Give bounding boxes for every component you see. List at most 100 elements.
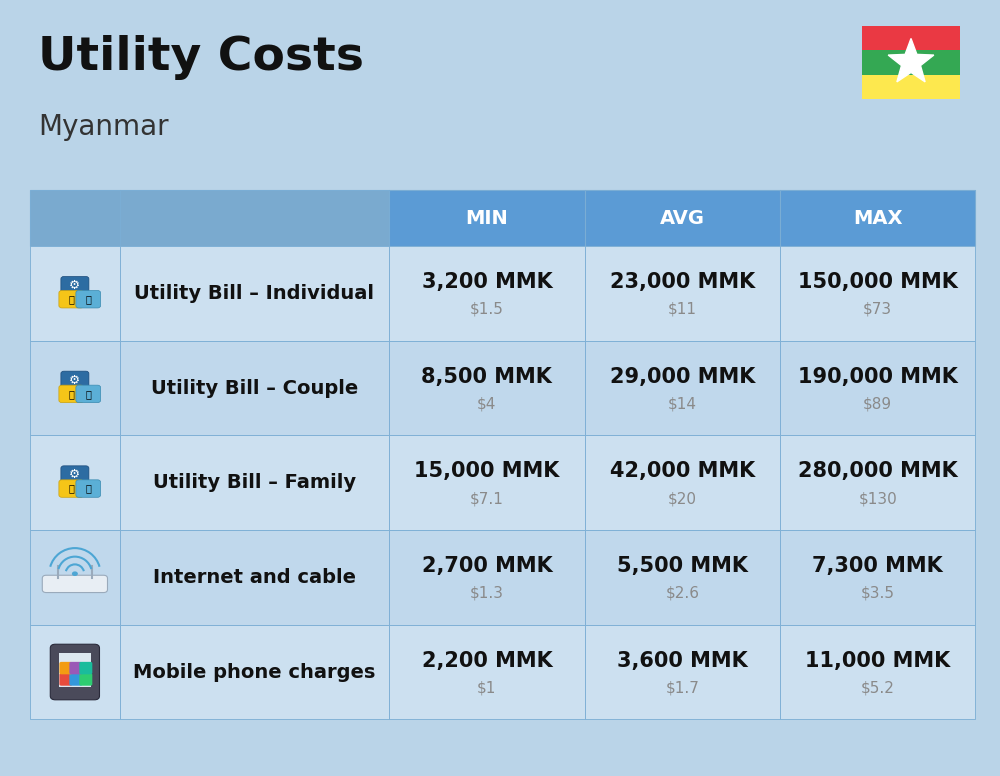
Text: 15,000 MMK: 15,000 MMK <box>414 461 560 481</box>
Text: $2.6: $2.6 <box>666 586 700 601</box>
FancyBboxPatch shape <box>585 341 780 435</box>
FancyBboxPatch shape <box>120 625 389 719</box>
Text: Mobile phone charges: Mobile phone charges <box>133 663 376 681</box>
FancyBboxPatch shape <box>780 190 975 246</box>
FancyBboxPatch shape <box>585 625 780 719</box>
FancyBboxPatch shape <box>862 74 960 99</box>
FancyBboxPatch shape <box>389 190 585 246</box>
FancyBboxPatch shape <box>120 435 389 530</box>
Polygon shape <box>888 39 934 82</box>
Text: $5.2: $5.2 <box>861 681 895 695</box>
FancyBboxPatch shape <box>59 662 72 674</box>
Text: 🔗: 🔗 <box>85 294 91 304</box>
FancyBboxPatch shape <box>30 625 120 719</box>
FancyBboxPatch shape <box>61 276 89 294</box>
Text: MAX: MAX <box>853 209 902 227</box>
Text: $1: $1 <box>477 681 497 695</box>
FancyBboxPatch shape <box>780 246 975 341</box>
FancyBboxPatch shape <box>585 190 780 246</box>
FancyBboxPatch shape <box>61 466 89 483</box>
FancyBboxPatch shape <box>59 290 84 308</box>
Text: $1.7: $1.7 <box>666 681 699 695</box>
Text: ⚙: ⚙ <box>69 279 81 292</box>
FancyBboxPatch shape <box>585 246 780 341</box>
Text: MIN: MIN <box>466 209 508 227</box>
FancyBboxPatch shape <box>780 341 975 435</box>
FancyBboxPatch shape <box>389 341 585 435</box>
Text: $7.1: $7.1 <box>470 491 504 506</box>
Text: $20: $20 <box>668 491 697 506</box>
FancyBboxPatch shape <box>76 385 101 403</box>
FancyBboxPatch shape <box>120 341 389 435</box>
Text: Myanmar: Myanmar <box>38 113 169 140</box>
FancyBboxPatch shape <box>61 371 89 389</box>
FancyBboxPatch shape <box>30 246 120 341</box>
Text: 11,000 MMK: 11,000 MMK <box>805 650 950 670</box>
FancyBboxPatch shape <box>69 674 82 686</box>
FancyBboxPatch shape <box>59 385 84 403</box>
Text: 42,000 MMK: 42,000 MMK <box>610 461 755 481</box>
Text: 23,000 MMK: 23,000 MMK <box>610 272 755 292</box>
FancyBboxPatch shape <box>59 674 72 686</box>
Text: ⚙: ⚙ <box>69 468 81 481</box>
FancyBboxPatch shape <box>69 662 82 674</box>
Text: $3.5: $3.5 <box>861 586 895 601</box>
FancyBboxPatch shape <box>862 50 960 74</box>
FancyBboxPatch shape <box>120 190 389 246</box>
FancyBboxPatch shape <box>585 530 780 625</box>
Text: $73: $73 <box>863 302 892 317</box>
FancyBboxPatch shape <box>42 575 107 593</box>
FancyBboxPatch shape <box>76 480 101 497</box>
FancyBboxPatch shape <box>389 625 585 719</box>
Text: $4: $4 <box>477 397 497 411</box>
FancyBboxPatch shape <box>120 246 389 341</box>
Text: Utility Bill – Couple: Utility Bill – Couple <box>151 379 358 397</box>
Text: Utility Bill – Individual: Utility Bill – Individual <box>134 284 374 303</box>
Text: $1.3: $1.3 <box>470 586 504 601</box>
Text: 280,000 MMK: 280,000 MMK <box>798 461 958 481</box>
FancyBboxPatch shape <box>585 435 780 530</box>
Text: $11: $11 <box>668 302 697 317</box>
FancyBboxPatch shape <box>30 530 120 625</box>
FancyBboxPatch shape <box>79 662 92 674</box>
Text: 150,000 MMK: 150,000 MMK <box>798 272 958 292</box>
Text: Internet and cable: Internet and cable <box>153 568 356 587</box>
Text: 2,700 MMK: 2,700 MMK <box>422 556 552 576</box>
FancyBboxPatch shape <box>50 644 99 700</box>
Text: AVG: AVG <box>660 209 705 227</box>
Text: 7,300 MMK: 7,300 MMK <box>812 556 943 576</box>
Text: 29,000 MMK: 29,000 MMK <box>610 366 755 386</box>
FancyBboxPatch shape <box>780 435 975 530</box>
Text: 🔌: 🔌 <box>68 483 74 494</box>
FancyBboxPatch shape <box>120 530 389 625</box>
Text: 🔗: 🔗 <box>85 389 91 399</box>
FancyBboxPatch shape <box>30 190 120 246</box>
Text: 🔌: 🔌 <box>68 389 74 399</box>
FancyBboxPatch shape <box>30 435 120 530</box>
Text: 3,200 MMK: 3,200 MMK <box>422 272 552 292</box>
FancyBboxPatch shape <box>79 674 92 686</box>
Text: 2,200 MMK: 2,200 MMK <box>422 650 552 670</box>
Circle shape <box>72 571 78 576</box>
Text: $14: $14 <box>668 397 697 411</box>
Text: $130: $130 <box>858 491 897 506</box>
Text: 8,500 MMK: 8,500 MMK <box>421 366 552 386</box>
FancyBboxPatch shape <box>30 341 120 435</box>
FancyBboxPatch shape <box>389 246 585 341</box>
Text: 🔌: 🔌 <box>68 294 74 304</box>
FancyBboxPatch shape <box>780 625 975 719</box>
Text: $89: $89 <box>863 397 892 411</box>
FancyBboxPatch shape <box>389 530 585 625</box>
FancyBboxPatch shape <box>59 653 91 687</box>
FancyBboxPatch shape <box>59 480 84 497</box>
Text: Utility Costs: Utility Costs <box>38 35 364 80</box>
Text: 5,500 MMK: 5,500 MMK <box>617 556 748 576</box>
Text: 3,600 MMK: 3,600 MMK <box>617 650 748 670</box>
FancyBboxPatch shape <box>780 530 975 625</box>
FancyBboxPatch shape <box>389 435 585 530</box>
Text: Utility Bill – Family: Utility Bill – Family <box>153 473 356 492</box>
Text: 🔗: 🔗 <box>85 483 91 494</box>
Text: 190,000 MMK: 190,000 MMK <box>798 366 958 386</box>
FancyBboxPatch shape <box>76 290 101 308</box>
Text: ⚙: ⚙ <box>69 373 81 386</box>
